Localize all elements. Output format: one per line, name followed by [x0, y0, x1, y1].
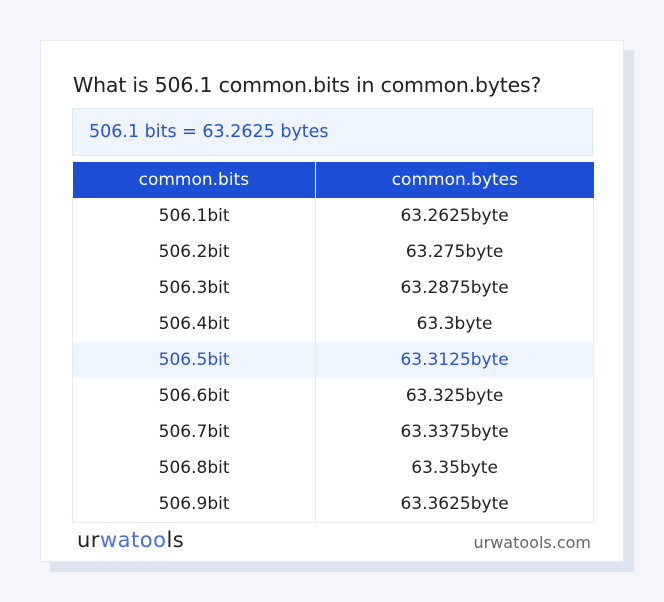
table-row: 506.2bit 63.275byte	[71, 234, 594, 270]
bytes-cell: 63.2625byte	[315, 198, 594, 234]
bits-cell: 506.6bit	[71, 378, 317, 414]
bytes-cell: 63.325byte	[315, 378, 594, 414]
converter-card: What is 506.1 common.bits in common.byte…	[40, 40, 624, 562]
bits-cell: 506.7bit	[71, 414, 317, 450]
bits-cell: 506.2bit	[71, 234, 317, 270]
conversion-table: common.bits common.bytes 506.1bit 63.2625…	[71, 162, 594, 523]
table-row: 506.4bit 63.3byte	[71, 306, 594, 342]
bits-cell: 506.9bit	[71, 486, 317, 523]
table-row: 506.9bit 63.3625byte	[71, 486, 594, 523]
bits-cell: 506.1bit	[71, 198, 317, 234]
column-header-bytes: common.bytes	[315, 162, 594, 198]
table-row: 506.8bit 63.35byte	[71, 450, 594, 486]
site-link[interactable]: urwatools.com	[473, 533, 592, 552]
bytes-cell: 63.3byte	[315, 306, 594, 342]
table-row: 506.7bit 63.3375byte	[71, 414, 594, 450]
bits-cell: 506.8bit	[71, 450, 317, 486]
bytes-cell: 63.2875byte	[315, 270, 594, 306]
bytes-cell: 63.3625byte	[315, 486, 594, 523]
table-row: 506.3bit 63.2875byte	[71, 270, 594, 306]
table-row: 506.5bit 63.3125byte	[71, 342, 594, 378]
bits-cell: 506.5bit	[71, 342, 317, 378]
bytes-cell: 63.275byte	[315, 234, 594, 270]
table-row: 506.1bit 63.2625byte	[71, 198, 594, 234]
bits-cell: 506.4bit	[71, 306, 317, 342]
bytes-cell: 63.3375byte	[315, 414, 594, 450]
table-row: 506.6bit 63.325byte	[71, 378, 594, 414]
bits-cell: 506.3bit	[71, 270, 317, 306]
result-box: 506.1 bits = 63.2625 bytes	[72, 108, 593, 156]
bytes-cell: 63.35byte	[315, 450, 594, 486]
bytes-cell: 63.3125byte	[315, 342, 594, 378]
urwatools-logo[interactable]: urwatools	[77, 528, 185, 552]
column-header-bits: common.bits	[72, 162, 317, 198]
page-title: What is 506.1 common.bits in common.byte…	[73, 73, 542, 97]
